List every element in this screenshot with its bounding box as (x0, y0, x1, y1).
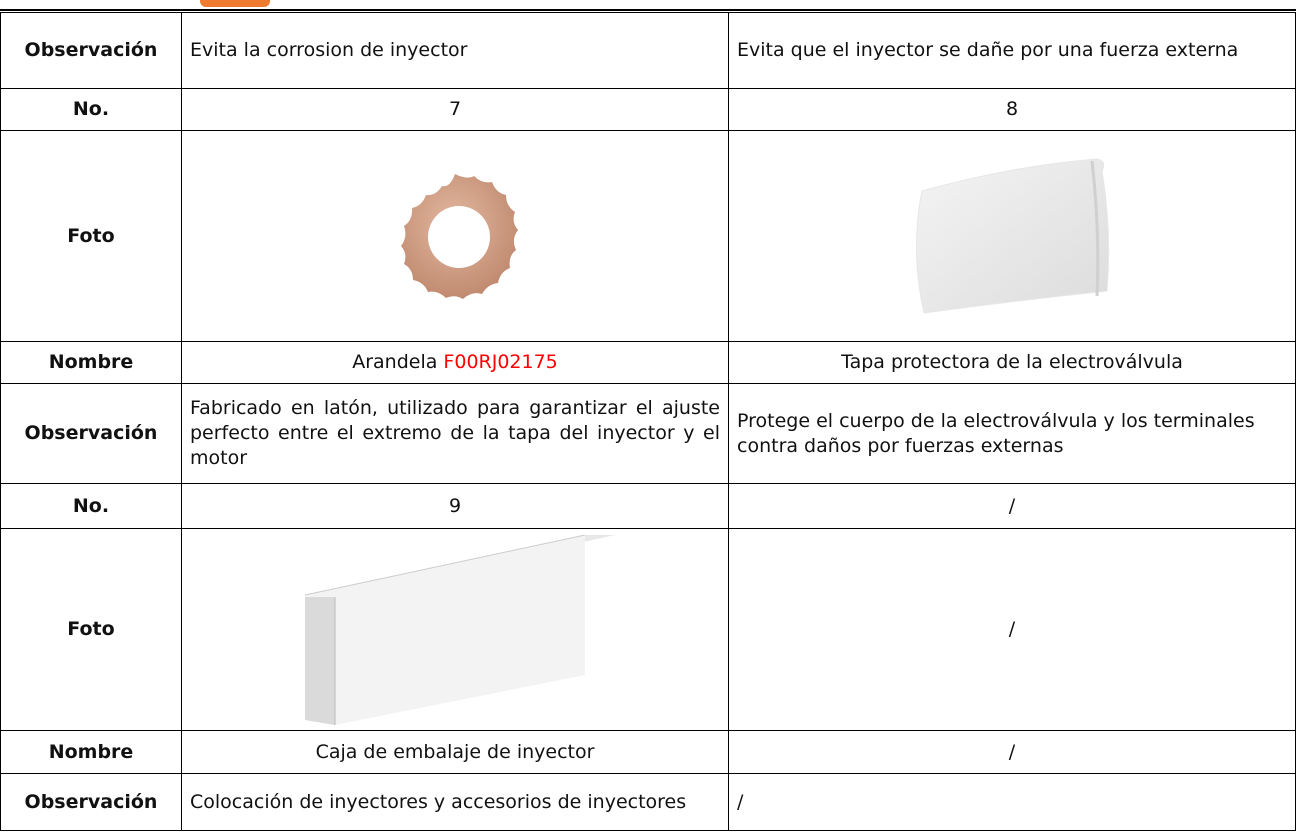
table-cell: 7 (181, 88, 729, 131)
table-cell: Evita que el inyector se dañe por una fu… (728, 12, 1296, 89)
parts-table: Observación Evita la corrosion de inyecto… (0, 12, 1296, 831)
row-label: Foto (0, 528, 182, 731)
table-row: Foto / (0, 528, 1296, 731)
box-photo (304, 534, 615, 725)
table-row: No. 7 8 (0, 88, 1296, 131)
table-cell: Protege el cuerpo de la electroválvula y… (728, 383, 1296, 484)
row-label: Observación (0, 773, 182, 831)
table-cell: / (728, 773, 1296, 831)
table-row: Nombre Caja de embalaje de inyector / (0, 730, 1296, 774)
table-cell: Evita la corrosion de inyector (181, 12, 729, 89)
table-cell: Colocación de inyectores y accesorios de… (181, 773, 729, 831)
cap-photo (916, 158, 1110, 314)
table-row: No. 9/ (0, 483, 1296, 529)
row-label: Foto (0, 130, 182, 342)
table-row: Foto (0, 130, 1296, 342)
table-row: Nombre Arandela F00RJ02175 Tapa protectora… (0, 341, 1296, 384)
washer-photo (401, 174, 518, 299)
row-label: Observación (0, 383, 182, 484)
table-cell (181, 528, 729, 731)
row-label: No. (0, 483, 182, 529)
table-cell: Tapa protectora de la electroválvula (728, 341, 1296, 384)
table-cell (181, 130, 729, 342)
row-label: Nombre (0, 341, 182, 384)
table-cell: Fabricado en latón, utilizado para garan… (181, 383, 729, 484)
header-badge (200, 0, 270, 7)
table-cell: / (728, 528, 1296, 731)
table-cell: 9 (181, 483, 729, 529)
table-row: Observación Fabricado en latón, utilizado… (0, 383, 1296, 484)
row-label: No. (0, 88, 182, 131)
cell-text: Arandela (352, 351, 438, 374)
table-cell (728, 130, 1296, 342)
table-cell: / (728, 483, 1296, 529)
table-row: Observación Colocación de inyectores y ac… (0, 773, 1296, 831)
part-code: F00RJ02175 (443, 351, 558, 374)
table-cell: 8 (728, 88, 1296, 131)
table-cell: Arandela F00RJ02175 (181, 341, 729, 384)
table-row: Observación Evita la corrosion de inyecto… (0, 12, 1296, 89)
row-label: Nombre (0, 730, 182, 774)
row-label: Observación (0, 12, 182, 89)
header-rule (0, 9, 1296, 11)
table-cell: / (728, 730, 1296, 774)
table-cell: Caja de embalaje de inyector (181, 730, 729, 774)
